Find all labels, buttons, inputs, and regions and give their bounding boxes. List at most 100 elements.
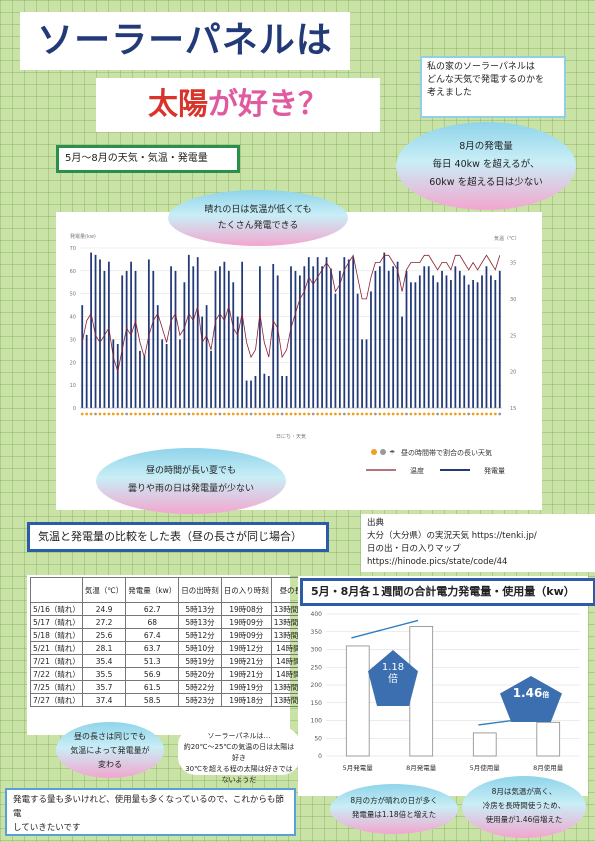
table-cell: 7/27（晴れ） bbox=[30, 693, 83, 707]
table-cell: 24.9 bbox=[81, 602, 127, 616]
table-row: 5/17（晴れ） 27.2 68 5時13分 19時09分 13時間56分 bbox=[30, 615, 319, 629]
legend-sun-icon bbox=[371, 449, 377, 455]
table-cell: 19時21分 bbox=[220, 654, 272, 668]
power-bar bbox=[352, 257, 355, 408]
power-bar bbox=[485, 266, 488, 408]
bubble-line: 毎日 40kw を超えるが、 bbox=[432, 159, 540, 170]
weather-icon bbox=[125, 412, 129, 416]
power-bar bbox=[414, 282, 417, 408]
power-bar bbox=[307, 257, 310, 408]
weather-icon bbox=[160, 412, 164, 416]
legend-power: 発電量 bbox=[484, 466, 505, 475]
footer-line: していきたいです bbox=[13, 823, 81, 833]
bubble-line: 発電量は1.18倍と増えた bbox=[351, 810, 437, 819]
power-bar bbox=[143, 355, 146, 408]
weather-icon bbox=[320, 412, 324, 416]
power-bar bbox=[210, 350, 212, 408]
table-cell: 19時09分 bbox=[220, 615, 272, 629]
weather-icon bbox=[289, 412, 293, 416]
footer-line: 発電する量も多いけれど、使用量も多くなっているので、これからも節電 bbox=[13, 795, 284, 819]
power-bar bbox=[147, 259, 150, 408]
power-bar bbox=[374, 270, 377, 408]
table-row: 5/16（晴れ） 24.9 62.7 5時13分 19時08分 13時間55分 bbox=[30, 602, 319, 616]
power-bar bbox=[303, 266, 306, 408]
power-bar bbox=[361, 339, 363, 408]
weather-icon bbox=[254, 412, 257, 416]
power-bar bbox=[290, 266, 292, 408]
weather-icon bbox=[458, 412, 462, 416]
power-bar bbox=[223, 261, 226, 408]
power-bar bbox=[418, 275, 421, 408]
power-bar bbox=[365, 339, 368, 408]
table-row: 7/22（晴れ） 35.5 56.9 5時20分 19時21分 14時間1分 bbox=[30, 667, 319, 681]
weather-icon bbox=[200, 412, 204, 416]
weather-icon bbox=[391, 412, 395, 416]
weather-icon bbox=[240, 412, 244, 416]
intro-line: 考えました bbox=[427, 88, 473, 98]
power-bar bbox=[298, 275, 301, 408]
power-bar bbox=[227, 270, 230, 408]
power-bar bbox=[432, 275, 435, 408]
weather-icon bbox=[365, 412, 368, 416]
table-cell: 7/22（晴れ） bbox=[30, 667, 83, 681]
weather-icon bbox=[476, 412, 479, 416]
y-tick-left: 40 bbox=[70, 315, 76, 321]
power-bar bbox=[121, 275, 124, 408]
weather-icon bbox=[174, 412, 177, 416]
power-bar bbox=[90, 252, 92, 408]
table-cell: 5/17（晴れ） bbox=[30, 615, 83, 629]
weather-icon bbox=[409, 412, 413, 416]
table-row: 5/21（晴れ） 28.1 63.7 5時10分 19時12分 14時間2分 bbox=[30, 641, 319, 655]
note-line: 30℃を超える程の太陽は好きではないようだ bbox=[185, 765, 293, 784]
weather-icon bbox=[462, 412, 466, 416]
weather-icon bbox=[169, 412, 173, 416]
power-bar bbox=[165, 344, 168, 408]
table-cell: 7/25（晴れ） bbox=[30, 680, 83, 694]
power-bar bbox=[219, 266, 221, 408]
weather-icon bbox=[262, 412, 266, 416]
page-title: ソーラーパネルは bbox=[20, 12, 350, 70]
weather-icon bbox=[294, 412, 297, 416]
power-bar bbox=[205, 305, 208, 408]
power-bar bbox=[481, 275, 483, 408]
power-bar bbox=[179, 339, 181, 408]
weather-icon bbox=[387, 412, 391, 416]
weather-icon bbox=[347, 412, 351, 416]
section2-label: 気温と発電量の比較をした表（昼の長さが同じ場合） bbox=[27, 522, 329, 552]
bubble-line: 冷房を長時間使うため、 bbox=[482, 801, 566, 810]
subtitle-sun: 太陽 bbox=[148, 87, 208, 122]
power-bar bbox=[236, 316, 239, 408]
weather-icon bbox=[98, 412, 102, 416]
table-cell: 35.7 bbox=[81, 680, 127, 694]
power-bar bbox=[427, 266, 430, 408]
weather-icon bbox=[94, 412, 97, 416]
table-cell: 61.5 bbox=[125, 680, 180, 694]
weather-icon bbox=[138, 412, 142, 416]
table-header-cell: 気温（℃） bbox=[81, 577, 127, 603]
y-tick-left: 20 bbox=[70, 360, 76, 366]
bar-y-tick: 400 bbox=[311, 611, 323, 618]
table-header-row: 気温（℃） 発電量（kw） 日の出時刻 日の入り時刻 昼の長さ bbox=[30, 577, 319, 603]
weather-icon bbox=[120, 412, 124, 416]
bubble-line: 8月の発電量 bbox=[459, 141, 513, 152]
power-bar bbox=[250, 380, 252, 408]
weather-icon bbox=[214, 412, 217, 416]
weather-icon bbox=[382, 412, 386, 416]
intro-line: どんな天気で発電するのかを bbox=[427, 75, 545, 85]
power-bar bbox=[330, 268, 332, 408]
table-row: 5/18（晴れ） 25.6 67.4 5時12分 19時09分 13時間57分 bbox=[30, 628, 319, 642]
weather-icon bbox=[453, 412, 457, 416]
power-bar bbox=[103, 270, 106, 408]
page-subtitle: 太陽が好き？ bbox=[96, 78, 380, 132]
intro-line: 私の家のソーラーパネルは bbox=[427, 62, 535, 72]
table-cell: 58.5 bbox=[125, 693, 180, 707]
power-bar bbox=[392, 266, 395, 408]
y-tick-left: 50 bbox=[70, 292, 76, 298]
table-cell: 5/21（晴れ） bbox=[30, 641, 83, 655]
chart-svg: 0 10 20 30 40 50 60 70 15 20 25 30 35 発電量(kw) 気温（℃） 日にち… bbox=[70, 233, 520, 475]
source-line: 出典 bbox=[367, 518, 385, 528]
power-bar bbox=[436, 282, 439, 408]
weather-icon bbox=[196, 412, 200, 416]
power-bar bbox=[174, 270, 177, 408]
power-bar bbox=[312, 266, 315, 408]
